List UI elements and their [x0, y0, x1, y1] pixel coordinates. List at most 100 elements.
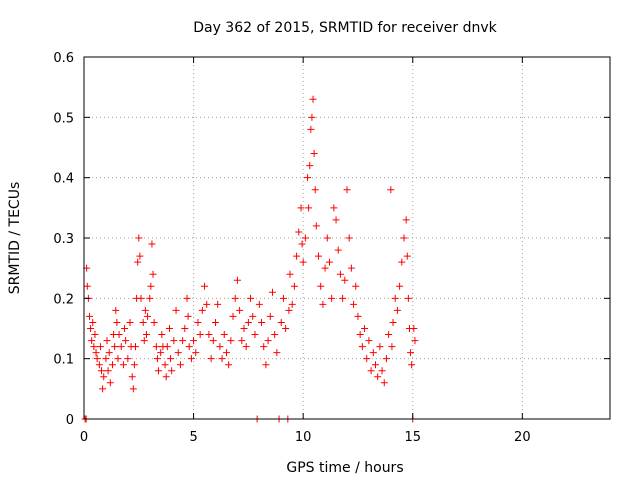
data-point — [231, 294, 239, 302]
data-point — [152, 343, 160, 351]
data-point — [233, 276, 241, 284]
data-point — [356, 331, 364, 339]
data-point — [391, 294, 399, 302]
x-tick-label: 5 — [189, 430, 197, 445]
data-points — [81, 95, 419, 423]
data-point — [236, 306, 244, 314]
data-point — [96, 343, 104, 351]
data-point — [304, 174, 312, 182]
y-tick-label: 0.6 — [53, 51, 74, 66]
data-point — [126, 318, 134, 326]
data-point — [170, 337, 178, 345]
data-point — [88, 337, 96, 345]
y-tick-label: 0.3 — [53, 232, 74, 247]
data-point — [196, 331, 204, 339]
data-point — [149, 270, 157, 278]
data-point — [332, 216, 340, 224]
data-point — [299, 258, 307, 266]
data-point — [147, 282, 155, 290]
data-point — [227, 337, 235, 345]
data-point — [222, 349, 230, 357]
data-point — [295, 228, 303, 236]
data-point — [201, 282, 209, 290]
data-point — [163, 343, 171, 351]
data-point — [350, 300, 358, 308]
data-point — [393, 306, 401, 314]
data-point — [403, 252, 411, 260]
data-point — [157, 349, 165, 357]
data-point — [266, 312, 274, 320]
data-point — [209, 337, 217, 345]
data-point — [155, 367, 163, 375]
data-point — [317, 282, 325, 290]
data-point — [382, 355, 390, 363]
data-point — [309, 95, 317, 103]
data-point — [352, 282, 360, 290]
x-tick-label: 15 — [404, 430, 421, 445]
data-point — [307, 125, 315, 133]
data-point — [305, 204, 313, 212]
data-point — [108, 361, 116, 369]
data-point — [262, 361, 270, 369]
data-point — [85, 312, 93, 320]
data-point — [214, 300, 222, 308]
data-point — [212, 318, 219, 326]
data-point — [220, 331, 228, 339]
data-point — [112, 306, 120, 314]
x-tick-label: 20 — [514, 430, 531, 445]
data-point — [367, 367, 375, 375]
data-point — [242, 343, 250, 351]
data-point — [293, 252, 301, 260]
data-point — [134, 258, 142, 266]
data-point — [323, 234, 331, 242]
data-point — [345, 234, 353, 242]
data-point — [310, 150, 318, 158]
data-point — [165, 325, 173, 332]
data-point — [334, 246, 342, 254]
axes: 0 0.1 0.2 0.3 0.4 0.5 0.6 0 5 10 15 20 — [53, 51, 611, 445]
data-point — [144, 312, 152, 320]
data-point — [321, 264, 329, 272]
data-point — [396, 282, 404, 290]
data-point — [319, 300, 327, 308]
data-point — [273, 349, 281, 357]
data-point — [124, 355, 132, 363]
data-point — [238, 337, 246, 345]
x-axis-title: GPS time / hours — [286, 460, 403, 476]
data-point — [105, 349, 113, 357]
data-point — [181, 325, 189, 332]
data-point — [150, 318, 158, 326]
y-axis-title: SRMTID / TECUs — [7, 182, 23, 295]
data-point — [363, 355, 371, 363]
chart-title: Day 362 of 2015, SRMTID for receiver dnv… — [193, 20, 497, 36]
data-point — [369, 349, 377, 357]
data-point — [192, 349, 200, 357]
data-point — [106, 379, 114, 387]
data-point — [306, 162, 314, 170]
data-point — [183, 294, 191, 302]
data-point — [380, 379, 388, 387]
data-point — [136, 252, 144, 260]
data-point — [249, 312, 257, 320]
data-point — [130, 361, 138, 369]
data-point — [172, 306, 180, 314]
data-point — [229, 312, 237, 320]
data-point — [103, 337, 111, 345]
data-point — [167, 355, 175, 363]
data-point — [376, 343, 384, 351]
data-point — [336, 270, 344, 278]
data-point — [268, 288, 276, 296]
data-point — [312, 222, 320, 230]
data-point — [258, 318, 266, 326]
data-point — [115, 331, 123, 339]
data-point — [98, 367, 106, 375]
data-point — [135, 234, 143, 242]
y-tick-label: 0.2 — [53, 292, 74, 307]
data-point — [111, 343, 119, 351]
data-point — [339, 294, 347, 302]
data-point — [264, 337, 272, 345]
data-point — [194, 318, 202, 326]
data-point — [89, 318, 97, 326]
data-point — [100, 373, 108, 381]
